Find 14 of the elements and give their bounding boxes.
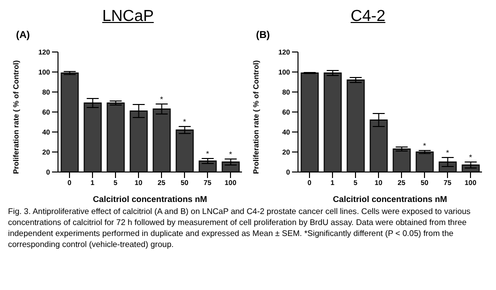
chart-subtitle: (A)	[16, 30, 31, 43]
annotation: *	[206, 150, 210, 158]
chart-title: LNCaP	[101, 8, 155, 27]
chart-subtitle: (B)	[256, 30, 271, 43]
annotation: *	[446, 148, 450, 158]
annotation: *	[228, 150, 232, 159]
annotation: *	[160, 95, 164, 104]
x-axis-title: Calcitriol concentrations nM	[92, 194, 208, 204]
x-axis-title: Calcitriol concentrations nM	[332, 194, 448, 204]
annotation: *	[182, 118, 186, 126]
caption: Fig. 3. Antiproliferative effect of calcitriol (A and B) on LNCaP and C4-2 prostate cancer cell lines. Cells were exposed to various concentrations of calcitriol for 72 h followed by measurement of cell proliferation by BrdU assay. Data were obtained from three independent experiments performed in duplicate and expressed as Mean ± SEM. *Significantly different (P < 0.05) from the corresponding control (vehicle-treated) group.	[8, 206, 472, 250]
annotation: *	[468, 153, 472, 162]
annotation: *	[422, 142, 426, 150]
chart-title: C4-2	[350, 8, 386, 27]
